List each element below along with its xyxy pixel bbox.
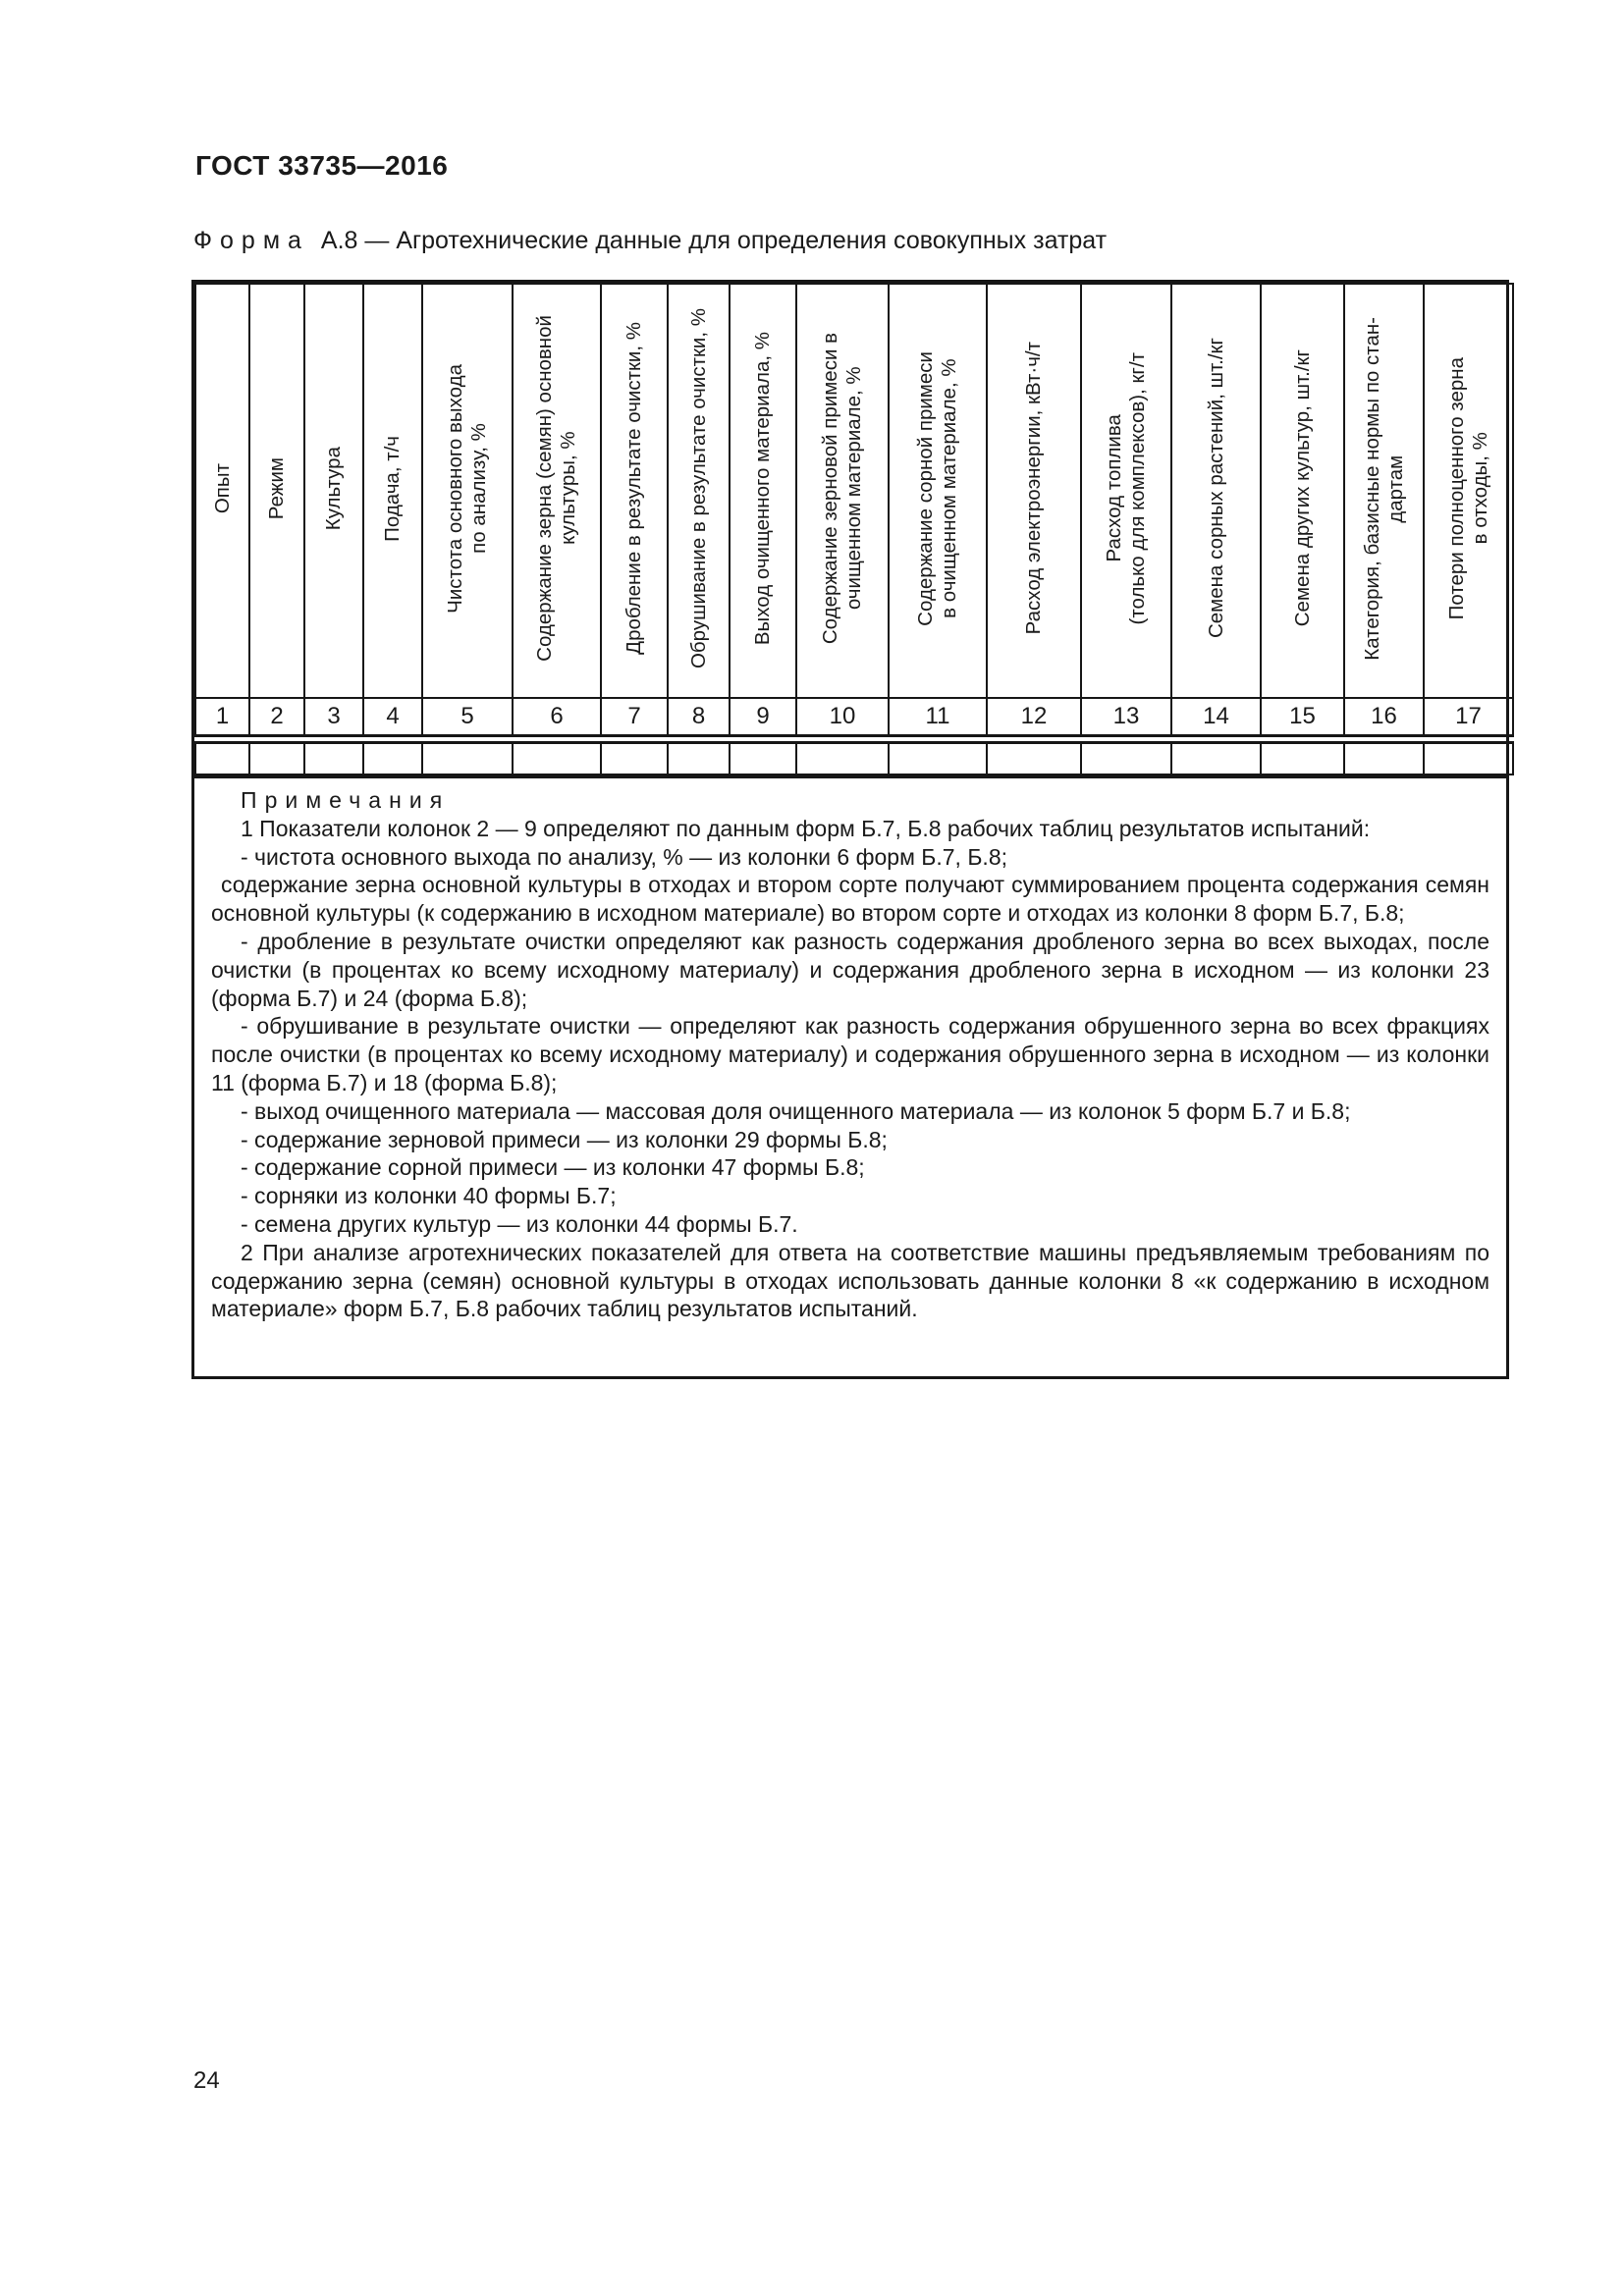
- column-number-cell: 13: [1080, 697, 1172, 744]
- column-number-cell: 9: [729, 697, 797, 744]
- note-paragraph: - содержание зерновой примеси — из колон…: [241, 1126, 888, 1152]
- note-paragraph: 1 Показатели колонок 2 — 9 определяют по…: [241, 815, 1371, 841]
- note-paragraph: - содержание сорной примеси — из колонки…: [241, 1154, 865, 1181]
- column-header-text: Подача, т/ч: [381, 435, 404, 542]
- empty-data-cell: [600, 738, 669, 775]
- column-header-text: Расход топлива (только для комплексов), …: [1103, 351, 1149, 625]
- form-title-text: А.8 — Агротехнические данные для определ…: [320, 227, 1108, 254]
- column-header: Категория, базисные нормы по стан- дарта…: [1343, 283, 1425, 699]
- column-header: Содержание зерна (семян) основной культу…: [512, 283, 602, 699]
- empty-data-cell: [362, 738, 423, 775]
- column-header: Расход электроэнергии, кВт·ч/т: [986, 283, 1082, 699]
- empty-data-cell: [729, 738, 797, 775]
- form-title: Форма А.8 — Агротехнические данные для оп…: [193, 227, 1107, 255]
- column-header-text: Расход электроэнергии, кВт·ч/т: [1022, 342, 1045, 635]
- empty-data-cell: [1080, 738, 1172, 775]
- column-number-cell: 15: [1260, 697, 1345, 744]
- note-paragraph: - выход очищенного материала — массовая …: [241, 1097, 1351, 1124]
- note-paragraph: - дробление в результате очистки определ…: [211, 928, 1489, 1011]
- header-row: Опыт Режим Культура Подача, т/ч Чистота …: [194, 283, 1514, 699]
- empty-data-cell: [248, 738, 305, 775]
- column-number-cell: 14: [1170, 697, 1262, 744]
- column-number-cell: 7: [600, 697, 669, 744]
- column-header: Дробление в результате очистки, %: [600, 283, 669, 699]
- column-header-text: Семена сорных растений, шт./кг: [1204, 338, 1227, 639]
- empty-data-cell: [986, 738, 1082, 775]
- empty-data-cell: [512, 738, 602, 775]
- empty-data-cell: [421, 738, 514, 775]
- empty-data-cell: [1423, 738, 1514, 775]
- column-header: Потери полноценного зерна в отходы, %: [1423, 283, 1514, 699]
- column-number-cell: 16: [1343, 697, 1425, 744]
- column-number-cell: 11: [888, 697, 988, 744]
- column-number-cell: 2: [248, 697, 305, 744]
- column-header-text: Категория, базисные нормы по стан- дарта…: [1360, 316, 1407, 661]
- notes-title: Примечания: [241, 787, 451, 813]
- doc-number: ГОСТ 33735—2016: [195, 150, 449, 181]
- column-header-text: Опыт: [210, 462, 234, 514]
- column-number-cell: 17: [1423, 697, 1514, 744]
- column-header: Чистота основного выхода по анализу, %: [421, 283, 514, 699]
- column-header: Расход топлива (только для комплексов), …: [1080, 283, 1172, 699]
- note-paragraph: - семена других культур — из колонки 44 …: [241, 1210, 798, 1237]
- column-header: Опыт: [194, 283, 250, 699]
- agrotechnical-data-table: Опыт Режим Культура Подача, т/ч Чистота …: [194, 283, 1514, 775]
- empty-data-cell: [1170, 738, 1262, 775]
- empty-data-cell: [888, 738, 988, 775]
- column-header-text: Содержание зерна (семян) основной культу…: [533, 315, 579, 662]
- column-numbers-row: 1 2 3 4 5 6 7 8 9 10 11 12 13 14 15 16 1…: [194, 697, 1514, 744]
- column-header: Культура: [303, 283, 364, 699]
- column-header: Обрушивание в результате очистки, %: [667, 283, 731, 699]
- empty-data-cell: [795, 738, 890, 775]
- column-header: Выход очищенного материала, %: [729, 283, 797, 699]
- notes-section: Примечания 1 Показатели колонок 2 — 9 оп…: [194, 775, 1506, 1376]
- column-header-text: Дробление в результате очистки, %: [623, 322, 645, 655]
- column-header: Содержание зерновой примеси в очищенном …: [795, 283, 890, 699]
- column-header-text: Выход очищенного материала, %: [751, 331, 774, 646]
- column-number-cell: 6: [512, 697, 602, 744]
- column-number-cell: 4: [362, 697, 423, 744]
- column-header: Содержание сорной примеси в очищенном ма…: [888, 283, 988, 699]
- empty-data-cell: [1343, 738, 1425, 775]
- column-header-text: Чистота основного выхода по анализу, %: [444, 363, 490, 614]
- column-header-text: Обрушивание в результате очистки, %: [686, 307, 710, 668]
- column-number-cell: 5: [421, 697, 514, 744]
- empty-data-cell: [1260, 738, 1345, 775]
- note-paragraph: 2 При анализе агротехнических показателе…: [211, 1239, 1489, 1322]
- empty-data-row: [194, 738, 1514, 775]
- column-number-cell: 3: [303, 697, 364, 744]
- column-number-cell: 1: [194, 697, 250, 744]
- note-paragraph: - сорняки из колонки 40 формы Б.7;: [241, 1183, 617, 1209]
- empty-data-cell: [667, 738, 731, 775]
- empty-data-cell: [194, 738, 250, 775]
- note-paragraph: содержание зерна основной культуры в отх…: [211, 872, 1489, 927]
- column-header-text: Культура: [322, 446, 345, 531]
- column-header-text: Содержание зерновой примеси в очищенном …: [819, 332, 865, 645]
- column-number-cell: 12: [986, 697, 1082, 744]
- column-header-text: Содержание сорной примеси в очищенном ма…: [914, 350, 960, 626]
- column-header: Режим: [248, 283, 305, 699]
- note-paragraph: - чистота основного выхода по анализу, %…: [241, 843, 1008, 870]
- column-header: Семена других культур, шт./кг: [1260, 283, 1345, 699]
- column-header-text: Семена других культур, шт./кг: [1290, 349, 1314, 627]
- column-header-text: Потери полноценного зерна в отходы, %: [1444, 356, 1491, 620]
- page-number: 24: [193, 2067, 220, 2094]
- column-number-cell: 10: [795, 697, 890, 744]
- column-header-text: Режим: [265, 456, 288, 520]
- empty-data-cell: [303, 738, 364, 775]
- column-number-cell: 8: [667, 697, 731, 744]
- column-header: Подача, т/ч: [362, 283, 423, 699]
- form-a8-table: Опыт Режим Культура Подача, т/ч Чистота …: [191, 280, 1514, 1379]
- form-label: Форма: [193, 227, 309, 254]
- column-header: Семена сорных растений, шт./кг: [1170, 283, 1262, 699]
- note-paragraph: - обрушивание в результате очистки — опр…: [211, 1013, 1489, 1095]
